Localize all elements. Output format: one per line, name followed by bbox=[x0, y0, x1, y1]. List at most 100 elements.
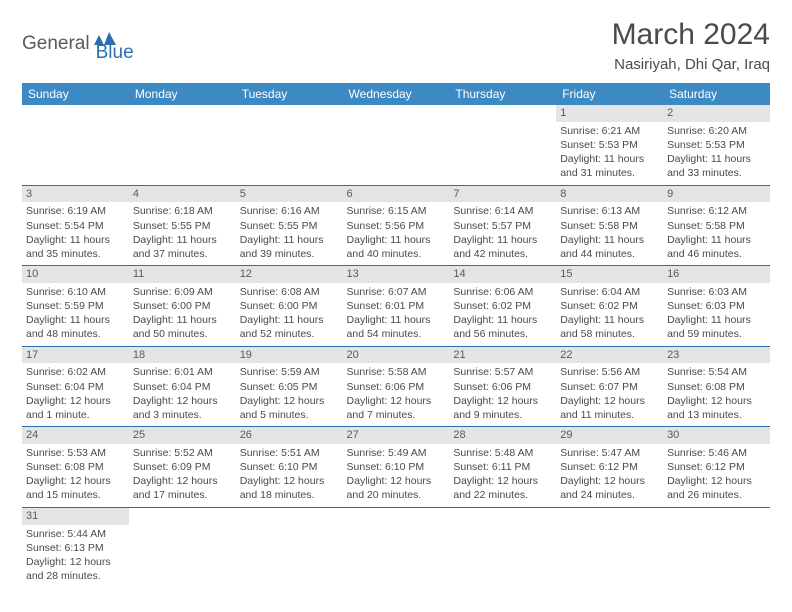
day-number: 31 bbox=[22, 508, 129, 525]
day-detail: Sunset: 5:59 PM bbox=[26, 299, 125, 313]
day-detail: Sunrise: 6:04 AM bbox=[560, 285, 659, 299]
day-detail: Daylight: 12 hours bbox=[26, 394, 125, 408]
day-detail: Sunrise: 5:53 AM bbox=[26, 446, 125, 460]
day-detail: and 35 minutes. bbox=[26, 247, 125, 261]
day-detail: Sunset: 5:58 PM bbox=[667, 219, 766, 233]
calendar-cell: 12Sunrise: 6:08 AMSunset: 6:00 PMDayligh… bbox=[236, 266, 343, 347]
day-number: 8 bbox=[556, 186, 663, 203]
day-detail: and 22 minutes. bbox=[453, 488, 552, 502]
day-detail: Sunset: 6:05 PM bbox=[240, 380, 339, 394]
day-detail: and 17 minutes. bbox=[133, 488, 232, 502]
calendar-cell: 15Sunrise: 6:04 AMSunset: 6:02 PMDayligh… bbox=[556, 266, 663, 347]
day-detail: and 40 minutes. bbox=[347, 247, 446, 261]
day-detail: Sunset: 6:00 PM bbox=[133, 299, 232, 313]
day-number: 24 bbox=[22, 427, 129, 444]
day-detail: Sunrise: 6:02 AM bbox=[26, 365, 125, 379]
day-detail: Sunset: 5:53 PM bbox=[560, 138, 659, 152]
calendar-cell: 17Sunrise: 6:02 AMSunset: 6:04 PMDayligh… bbox=[22, 346, 129, 427]
logo-text-blue: Blue bbox=[96, 42, 134, 64]
day-detail: Sunset: 5:55 PM bbox=[240, 219, 339, 233]
day-detail: Sunrise: 6:03 AM bbox=[667, 285, 766, 299]
calendar-cell bbox=[129, 105, 236, 185]
day-detail: and 15 minutes. bbox=[26, 488, 125, 502]
day-detail: Daylight: 12 hours bbox=[133, 394, 232, 408]
calendar-cell: 14Sunrise: 6:06 AMSunset: 6:02 PMDayligh… bbox=[449, 266, 556, 347]
calendar-cell: 11Sunrise: 6:09 AMSunset: 6:00 PMDayligh… bbox=[129, 266, 236, 347]
day-detail: and 58 minutes. bbox=[560, 327, 659, 341]
day-number: 11 bbox=[129, 266, 236, 283]
day-detail: and 39 minutes. bbox=[240, 247, 339, 261]
weekday-header: Monday bbox=[129, 83, 236, 105]
day-detail: Sunrise: 6:14 AM bbox=[453, 204, 552, 218]
logo-text-general: General bbox=[22, 33, 90, 55]
day-detail: Sunset: 5:58 PM bbox=[560, 219, 659, 233]
day-detail: Daylight: 11 hours bbox=[453, 313, 552, 327]
day-detail: Daylight: 11 hours bbox=[560, 152, 659, 166]
day-detail: Sunrise: 5:51 AM bbox=[240, 446, 339, 460]
title-block: March 2024 Nasiriyah, Dhi Qar, Iraq bbox=[612, 18, 770, 73]
day-number: 12 bbox=[236, 266, 343, 283]
day-detail: Sunset: 5:53 PM bbox=[667, 138, 766, 152]
day-detail: and 52 minutes. bbox=[240, 327, 339, 341]
calendar-cell bbox=[129, 507, 236, 587]
day-detail: and 3 minutes. bbox=[133, 408, 232, 422]
day-detail: Sunrise: 5:46 AM bbox=[667, 446, 766, 460]
day-detail: and 46 minutes. bbox=[667, 247, 766, 261]
calendar-cell bbox=[236, 507, 343, 587]
day-number: 21 bbox=[449, 347, 556, 364]
day-number: 3 bbox=[22, 186, 129, 203]
day-detail: Daylight: 11 hours bbox=[26, 313, 125, 327]
day-detail: Sunrise: 5:44 AM bbox=[26, 527, 125, 541]
calendar-cell: 25Sunrise: 5:52 AMSunset: 6:09 PMDayligh… bbox=[129, 427, 236, 508]
day-detail: Sunrise: 5:57 AM bbox=[453, 365, 552, 379]
day-number: 6 bbox=[343, 186, 450, 203]
day-detail: Sunrise: 6:09 AM bbox=[133, 285, 232, 299]
day-detail: Daylight: 11 hours bbox=[453, 233, 552, 247]
weekday-header: Sunday bbox=[22, 83, 129, 105]
calendar-row: 10Sunrise: 6:10 AMSunset: 5:59 PMDayligh… bbox=[22, 266, 770, 347]
weekday-header: Wednesday bbox=[343, 83, 450, 105]
day-detail: Daylight: 11 hours bbox=[347, 313, 446, 327]
day-detail: Sunrise: 5:48 AM bbox=[453, 446, 552, 460]
calendar-row: 1Sunrise: 6:21 AMSunset: 5:53 PMDaylight… bbox=[22, 105, 770, 185]
day-detail: Sunrise: 6:13 AM bbox=[560, 204, 659, 218]
day-detail: Sunset: 5:54 PM bbox=[26, 219, 125, 233]
calendar-cell: 8Sunrise: 6:13 AMSunset: 5:58 PMDaylight… bbox=[556, 185, 663, 266]
day-number: 15 bbox=[556, 266, 663, 283]
day-detail: Sunset: 6:10 PM bbox=[347, 460, 446, 474]
day-detail: Sunset: 6:13 PM bbox=[26, 541, 125, 555]
weekday-header: Tuesday bbox=[236, 83, 343, 105]
calendar-cell: 6Sunrise: 6:15 AMSunset: 5:56 PMDaylight… bbox=[343, 185, 450, 266]
day-detail: Sunset: 6:02 PM bbox=[560, 299, 659, 313]
calendar-cell: 7Sunrise: 6:14 AMSunset: 5:57 PMDaylight… bbox=[449, 185, 556, 266]
calendar-cell: 2Sunrise: 6:20 AMSunset: 5:53 PMDaylight… bbox=[663, 105, 770, 185]
day-detail: and 9 minutes. bbox=[453, 408, 552, 422]
day-detail: and 18 minutes. bbox=[240, 488, 339, 502]
day-detail: Daylight: 11 hours bbox=[26, 233, 125, 247]
day-detail: Daylight: 12 hours bbox=[240, 394, 339, 408]
location-text: Nasiriyah, Dhi Qar, Iraq bbox=[612, 56, 770, 73]
day-detail: Sunset: 6:06 PM bbox=[347, 380, 446, 394]
day-detail: Daylight: 12 hours bbox=[560, 394, 659, 408]
day-detail: Daylight: 12 hours bbox=[347, 394, 446, 408]
day-detail: Daylight: 11 hours bbox=[667, 313, 766, 327]
day-detail: Sunrise: 6:19 AM bbox=[26, 204, 125, 218]
calendar-cell: 20Sunrise: 5:58 AMSunset: 6:06 PMDayligh… bbox=[343, 346, 450, 427]
page-title: March 2024 bbox=[612, 18, 770, 52]
day-detail: and 5 minutes. bbox=[240, 408, 339, 422]
day-detail: and 1 minute. bbox=[26, 408, 125, 422]
day-detail: Sunset: 6:00 PM bbox=[240, 299, 339, 313]
day-detail: Sunset: 6:06 PM bbox=[453, 380, 552, 394]
day-detail: Sunrise: 6:06 AM bbox=[453, 285, 552, 299]
calendar-cell bbox=[449, 105, 556, 185]
calendar-cell: 3Sunrise: 6:19 AMSunset: 5:54 PMDaylight… bbox=[22, 185, 129, 266]
logo: General Blue bbox=[22, 18, 134, 64]
day-number: 17 bbox=[22, 347, 129, 364]
day-detail: and 59 minutes. bbox=[667, 327, 766, 341]
day-detail: Sunset: 6:08 PM bbox=[26, 460, 125, 474]
weekday-header: Thursday bbox=[449, 83, 556, 105]
day-detail: and 44 minutes. bbox=[560, 247, 659, 261]
day-detail: Sunset: 6:12 PM bbox=[667, 460, 766, 474]
day-detail: Sunset: 6:11 PM bbox=[453, 460, 552, 474]
day-detail: Daylight: 12 hours bbox=[453, 394, 552, 408]
